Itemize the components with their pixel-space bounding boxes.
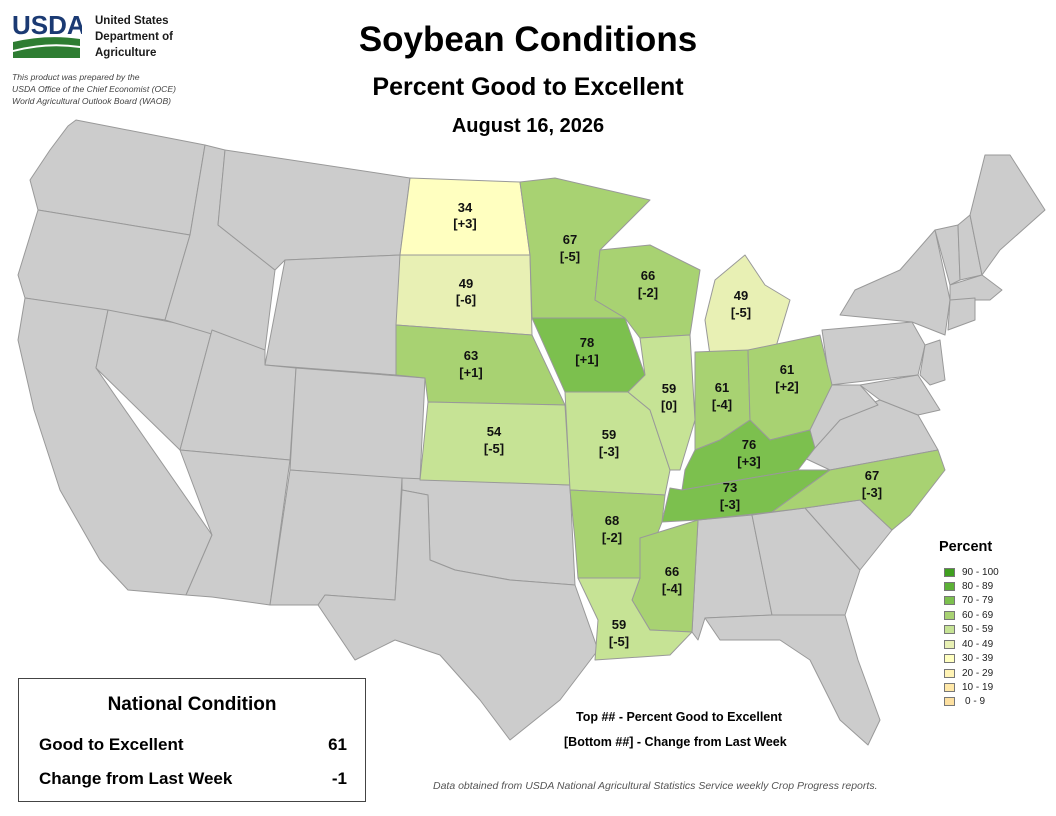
state-az — [179, 449, 291, 606]
ar-change: [-2] — [602, 530, 622, 545]
ky-change: [+3] — [737, 454, 760, 469]
weekly-change-value: -1 — [331, 769, 347, 788]
mo-change: [-3] — [599, 444, 619, 459]
state-nc — [771, 449, 946, 531]
state-nj — [919, 339, 946, 386]
in-value: 61 — [715, 380, 729, 395]
il-value: 59 — [662, 381, 676, 396]
legend-swatch — [944, 568, 955, 577]
state-ct — [947, 297, 976, 331]
usda-logo: USDA — [12, 12, 82, 58]
ia-change: [+1] — [575, 352, 598, 367]
la-value: 59 — [612, 617, 626, 632]
wi-change: [-2] — [638, 285, 658, 300]
nc-change: [-3] — [862, 485, 882, 500]
legend-label: 90 - 100 — [962, 567, 999, 578]
ky-value: 76 — [742, 437, 756, 452]
legend-label: 80 - 89 — [962, 581, 994, 592]
legend-label: 70 - 79 — [962, 595, 994, 606]
legend-swatch — [944, 697, 955, 706]
ne-change: [+1] — [459, 365, 482, 380]
state-tx — [317, 489, 599, 741]
state-ma — [949, 274, 1003, 301]
agency-line: United States — [95, 15, 169, 27]
ks-change: [-5] — [484, 441, 504, 456]
mn-value: 67 — [563, 232, 577, 247]
map-subtitle: Percent Good to Excellent — [372, 73, 684, 101]
legend-label: 50 - 59 — [962, 624, 994, 635]
il-change: [0] — [661, 398, 677, 413]
mi-change: [-5] — [731, 305, 751, 320]
mi-value: 49 — [734, 288, 748, 303]
legend-label: 30 - 39 — [962, 653, 994, 664]
prepared-line: USDA Office of the Chief Economist (OCE) — [12, 84, 176, 94]
key-bottom-note: [Bottom ##] - Change from Last Week — [564, 735, 787, 749]
nd-change: [+3] — [453, 216, 476, 231]
good-excellent-value: 61 — [328, 735, 347, 754]
sd-value: 49 — [459, 276, 473, 291]
tn-value: 73 — [723, 480, 737, 495]
legend-label: 10 - 19 — [962, 682, 994, 693]
legend-swatch — [944, 640, 955, 649]
state-il — [627, 334, 696, 471]
legend-label: 60 - 69 — [962, 610, 994, 621]
tn-change: [-3] — [720, 497, 740, 512]
state-labels: 34 [+3] 49 [-6] 63 [+1] 54 [-5] 67 [-5] … — [453, 200, 882, 649]
ia-value: 78 — [580, 335, 594, 350]
legend-swatch — [944, 596, 955, 605]
state-fl — [704, 614, 881, 746]
agency-name: United States Department of Agriculture — [95, 13, 173, 61]
prepared-line: This product was prepared by the — [12, 72, 140, 82]
good-excellent-label: Good to Excellent — [39, 735, 184, 754]
report-date: August 16, 2026 — [451, 115, 605, 137]
national-condition-title: National Condition — [107, 694, 277, 715]
state-md — [859, 374, 941, 416]
state-wy — [264, 254, 401, 376]
state-mi — [704, 254, 791, 356]
weekly-change-label: Change from Last Week — [39, 769, 233, 788]
la-change: [-5] — [609, 634, 629, 649]
oh-change: [+2] — [775, 379, 798, 394]
data-source-note: Data obtained from USDA National Agricul… — [433, 780, 878, 792]
legend-title: Percent — [939, 539, 993, 555]
state-nm — [269, 469, 403, 606]
legend-swatch — [944, 683, 955, 692]
prepared-line: World Agricultural Outlook Board (WAOB) — [12, 96, 172, 106]
sd-change: [-6] — [456, 292, 476, 307]
wi-value: 66 — [641, 268, 655, 283]
usda-logo-text: USDA — [12, 12, 82, 40]
legend-label: 0 - 9 — [965, 696, 986, 707]
legend-swatch — [944, 582, 955, 591]
legend-label: 20 - 29 — [962, 668, 994, 679]
state-la — [577, 577, 693, 661]
state-pa — [821, 321, 926, 386]
map-title: Soybean Conditions — [358, 20, 698, 59]
agency-line: Department of — [95, 31, 173, 43]
ne-value: 63 — [464, 348, 478, 363]
legend-swatch — [944, 625, 955, 634]
legend-label: 40 - 49 — [962, 639, 994, 650]
nc-value: 67 — [865, 468, 879, 483]
legend-swatch — [944, 654, 955, 663]
legend-swatch — [944, 669, 955, 678]
in-change: [-4] — [712, 397, 732, 412]
ks-value: 54 — [487, 424, 502, 439]
agency-line: Agriculture — [95, 47, 157, 59]
prepared-by-note: This product was prepared by the USDA Of… — [12, 71, 176, 107]
ms-change: [-4] — [662, 581, 682, 596]
mn-change: [-5] — [560, 249, 580, 264]
oh-value: 61 — [780, 362, 794, 377]
mo-value: 59 — [602, 427, 616, 442]
national-condition-box: National Condition Good to Excellent 61 … — [18, 678, 366, 802]
state-co — [289, 367, 426, 481]
nd-value: 34 — [458, 200, 473, 215]
state-ny — [839, 229, 951, 336]
ar-value: 68 — [605, 513, 619, 528]
state-me — [969, 154, 1046, 276]
legend-swatch — [944, 611, 955, 620]
key-top-note: Top ## - Percent Good to Excellent — [576, 710, 783, 724]
ms-value: 66 — [665, 564, 679, 579]
